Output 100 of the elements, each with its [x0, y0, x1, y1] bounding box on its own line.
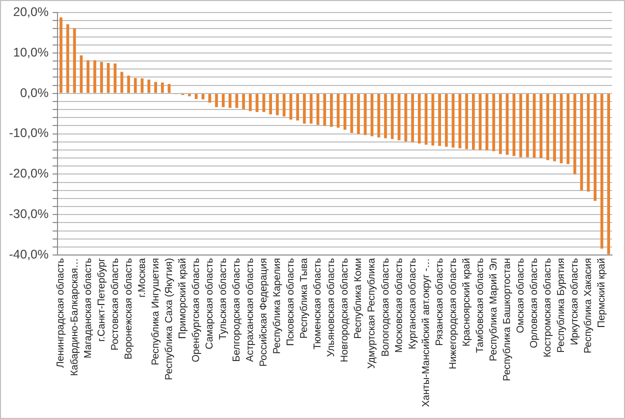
- bar: [134, 78, 137, 93]
- x-tick-label: Оренбургская область: [190, 258, 202, 362]
- bar: [424, 94, 428, 145]
- bar: [282, 94, 286, 116]
- x-tick-label: Республика Ингушетия: [150, 258, 162, 366]
- bar: [276, 94, 279, 116]
- y-tick-label: 10,0%: [13, 45, 49, 60]
- bar: [553, 94, 556, 162]
- x-tick-label: Иркутская область: [570, 258, 581, 346]
- bar: [140, 78, 144, 93]
- x-tick-label: Республика Саха (Якутия): [164, 258, 175, 380]
- bar: [384, 94, 387, 138]
- bar: [580, 94, 583, 190]
- y-tick-label: -30,0%: [8, 207, 49, 222]
- bar: [323, 94, 326, 126]
- x-tick-label: Российская Федерация: [258, 258, 270, 367]
- x-tick-label: Белгородская область: [232, 258, 243, 362]
- bar: [154, 82, 158, 93]
- bar: [600, 94, 604, 249]
- x-tick-label: г.Москва: [136, 258, 148, 298]
- x-tick-label: Орловская область: [529, 258, 540, 348]
- bar: [344, 94, 346, 130]
- x-tick-label: Рязанская область: [434, 258, 446, 346]
- bar: [60, 17, 62, 93]
- bar: [566, 94, 570, 164]
- bar: [296, 94, 300, 120]
- bar: [472, 94, 475, 150]
- x-tick-label: Республика Хакасия: [583, 258, 594, 354]
- bar: [215, 94, 218, 108]
- bar: [465, 94, 468, 150]
- x-tick-label: Ленинградская область: [56, 258, 67, 368]
- bar: [444, 94, 448, 147]
- bar: [411, 94, 414, 142]
- bar: [289, 94, 292, 120]
- bar: [188, 94, 191, 96]
- x-tick-label: Тюменская область: [312, 258, 324, 350]
- bar: [431, 94, 434, 146]
- x-tick-label: Воронежская область: [123, 258, 134, 360]
- x-tick-label: Омская область: [515, 258, 526, 334]
- bar: [202, 94, 204, 100]
- bar: [478, 94, 482, 150]
- bar: [398, 94, 400, 140]
- bar: [607, 94, 610, 254]
- x-tick-label: Нижегородская область: [448, 258, 459, 370]
- bar: [586, 94, 590, 192]
- x-tick-label: Приморский край: [177, 258, 188, 339]
- bar: [512, 94, 516, 156]
- x-tick-label: Самарская область: [204, 258, 216, 350]
- x-tick-label: Псковская область: [286, 258, 297, 346]
- x-tick-label: Кабардино-Балкарская…: [69, 258, 80, 376]
- bar: [302, 94, 306, 124]
- bar: [452, 94, 455, 148]
- x-tick-label: г.Санкт-Петербург: [96, 258, 108, 342]
- bar: [168, 84, 171, 93]
- y-tick-label: -20,0%: [8, 166, 49, 181]
- bar: [120, 72, 124, 93]
- x-tick-label: Республика Карелия: [272, 258, 284, 354]
- bar: [228, 94, 232, 108]
- bar: [438, 94, 442, 146]
- x-tick-label: Республика Башкортостан: [502, 258, 513, 382]
- bar: [147, 80, 150, 93]
- x-tick-label: Республика Марий Эл: [488, 258, 500, 362]
- x-tick-label: Ростовская область: [110, 258, 121, 350]
- x-tick-label: Ханты-Мансийский авт.округ -…: [420, 258, 432, 407]
- bar: [499, 94, 502, 154]
- x-tick-label: Астраханская область: [245, 258, 256, 362]
- bar: [458, 94, 462, 148]
- bar: [269, 94, 272, 114]
- bar: [594, 94, 597, 201]
- y-tick-label: -40,0%: [8, 248, 49, 262]
- x-tick-label: Тульская область: [218, 258, 229, 340]
- y-tick-label: 0,0%: [20, 86, 49, 100]
- bar: [330, 94, 333, 127]
- bar: [127, 76, 130, 93]
- bar: [114, 63, 116, 93]
- x-tick-label: Костромская область: [542, 258, 554, 358]
- bar: [86, 60, 90, 93]
- bar: [310, 94, 313, 124]
- y-tick-label: -10,0%: [8, 126, 49, 140]
- y-tick-label: 20,0%: [13, 4, 49, 19]
- x-tick-label: Вологодская область: [380, 258, 392, 357]
- x-tick-label: Красноярский край: [461, 258, 472, 346]
- bar: [73, 28, 76, 93]
- x-tick-label: Магаданская область: [82, 258, 94, 358]
- bar: [316, 94, 320, 125]
- x-tick-label: Республика Тыва: [299, 258, 310, 339]
- bar: [357, 94, 360, 134]
- x-tick-label: Московская область: [394, 258, 405, 353]
- x-tick-label: Тамбовская область: [474, 258, 486, 353]
- bar: [370, 94, 374, 136]
- bar: [256, 94, 258, 112]
- x-tick-label: Пермский край: [596, 258, 608, 328]
- x-tick-label: Удмуртская Республика: [366, 258, 378, 369]
- bar: [160, 82, 164, 93]
- x-tick-label: Республика Коми: [353, 258, 364, 339]
- bar: [100, 62, 103, 93]
- bar: [540, 94, 542, 158]
- bar: [486, 94, 488, 150]
- bar: [242, 94, 245, 110]
- x-tick-label: Ульяновская область: [326, 258, 338, 357]
